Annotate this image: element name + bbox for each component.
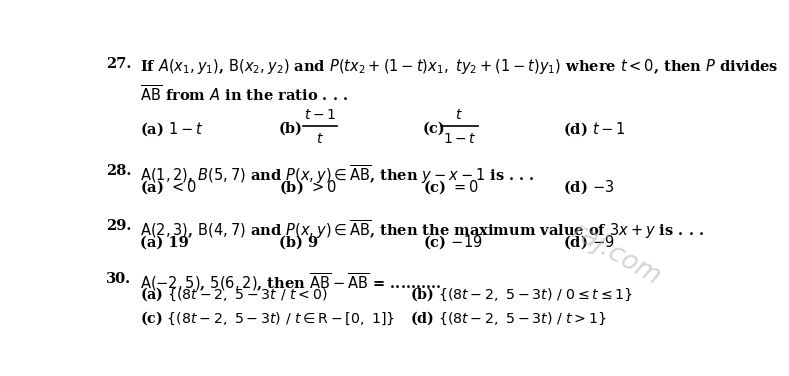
Text: (a) $< 0$: (a) $< 0$ [140,178,197,196]
Text: (a) 19: (a) 19 [140,236,189,250]
Text: 27.: 27. [106,57,131,71]
Text: $\mathrm{A}(-2,5)$, $5(6,2)$, then $\overline{\mathrm{AB}} - \overline{\mathrm{A: $\mathrm{A}(-2,5)$, $5(6,2)$, then $\ove… [140,271,442,294]
Text: (c): (c) [423,122,445,136]
Text: (b) $\{(8t - 2,\ 5 - 3t)\ /\ 0 \leq t \leq 1\}$: (b) $\{(8t - 2,\ 5 - 3t)\ /\ 0 \leq t \l… [410,285,634,303]
Text: (d) $-9$: (d) $-9$ [563,234,615,252]
Text: (b) $> 0$: (b) $> 0$ [279,178,336,196]
Text: 30.: 30. [106,271,131,285]
Text: $1-t$: $1-t$ [443,132,477,146]
Text: (c) $-19$: (c) $-19$ [423,234,482,252]
Text: (b) 9: (b) 9 [279,236,318,250]
Text: (a) $1 - t$: (a) $1 - t$ [140,120,204,138]
Text: (d) $-3$: (d) $-3$ [563,178,615,196]
Text: (c) $\{(8t - 2,\ 5 - 3t)\ /\ t \in \mathrm{R} - [0,\ 1]\}$: (c) $\{(8t - 2,\ 5 - 3t)\ /\ t \in \math… [140,309,395,327]
Text: If $A(x_1,y_1)$, $\mathrm{B}(x_2,y_2)$ and $P(tx_2 + (1-t)x_1,\ ty_2 + (1-t)y_1): If $A(x_1,y_1)$, $\mathrm{B}(x_2,y_2)$ a… [140,57,779,76]
Text: (d) $\{(8t - 2,\ 5 - 3t)\ /\ t > 1\}$: (d) $\{(8t - 2,\ 5 - 3t)\ /\ t > 1\}$ [410,309,608,327]
Text: (c) $= 0$: (c) $= 0$ [423,178,479,196]
Text: $t$: $t$ [455,108,463,121]
Text: $\mathrm{A}(2,3)$, $\mathrm{B}(4,7)$ and $P(x,y) \in \overline{\mathrm{AB}}$, th: $\mathrm{A}(2,3)$, $\mathrm{B}(4,7)$ and… [140,219,705,241]
Text: (b): (b) [279,122,303,136]
Text: $t-1$: $t-1$ [304,108,336,121]
Text: raj.com: raj.com [566,219,665,291]
Text: (a) $\{(8t - 2,\ 5 - 3t\ /\ t < 0)$: (a) $\{(8t - 2,\ 5 - 3t\ /\ t < 0)$ [140,285,327,303]
Text: $\overline{\mathrm{AB}}$ from $A$ in the ratio . . .: $\overline{\mathrm{AB}}$ from $A$ in the… [140,84,349,105]
Text: $t$: $t$ [316,132,324,146]
Text: $\mathrm{A}(1,2)$, $B(5,7)$ and $P(x,y)\in \overline{\mathrm{AB}}$, then $y - x : $\mathrm{A}(1,2)$, $B(5,7)$ and $P(x,y)\… [140,164,535,186]
Text: (d) $t - 1$: (d) $t - 1$ [563,120,626,138]
Text: 29.: 29. [106,219,131,233]
Text: 28.: 28. [106,164,131,178]
